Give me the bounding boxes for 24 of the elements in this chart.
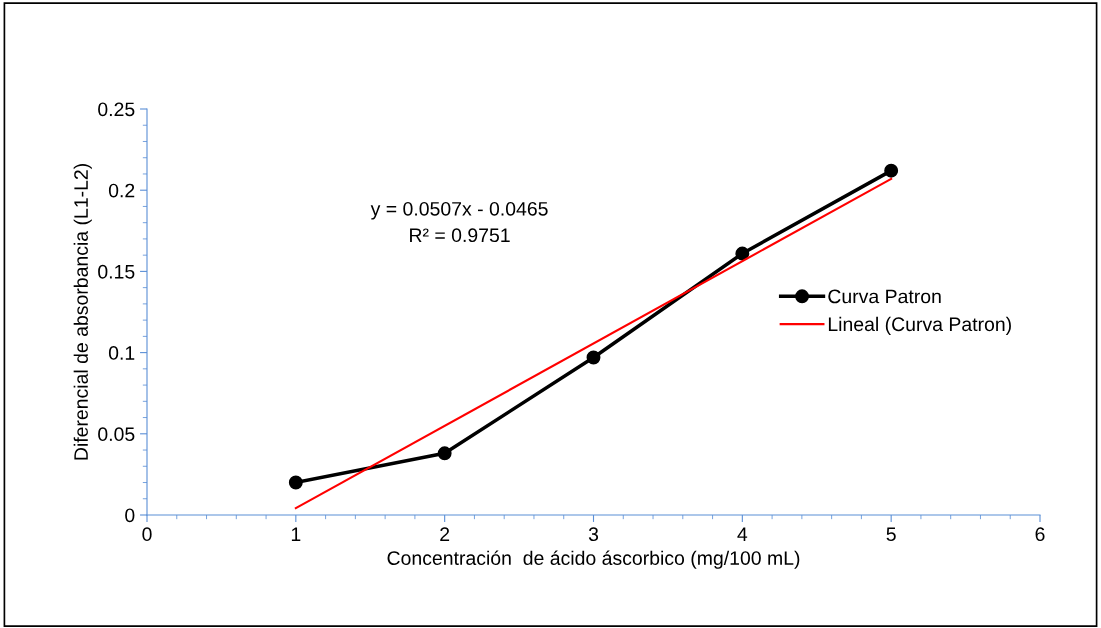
y-tick-label: 0.2 [108, 183, 135, 198]
x-tick-label: 4 [737, 527, 748, 541]
y-tick-label: 0.1 [108, 346, 135, 360]
y-tick-label: 0 [125, 508, 135, 523]
x-tick-label: 3 [588, 527, 599, 542]
y-axis-title: Diferencial de absorbancia (L1-L2) [73, 164, 92, 460]
x-axis-title: Concentración de ácido áscorbico (mg/100 mL) [387, 550, 800, 569]
y-tick-label: 0.05 [98, 427, 135, 442]
x-tick-label: 5 [886, 527, 896, 542]
x-tick-label: 0 [142, 527, 152, 542]
point [437, 446, 452, 461]
legend-label: Lineal (Curva Patron) [828, 316, 1011, 335]
x-tick-label: 2 [440, 527, 450, 541]
y-tick-label: 0.15 [98, 264, 135, 279]
point [288, 475, 303, 490]
annotation: R² = 0.9751 [410, 228, 510, 243]
point [735, 246, 750, 261]
annotation: y = 0.0507x - 0.0465 [370, 201, 548, 220]
y-tick-label: 0.25 [98, 102, 135, 117]
x-tick-label: 1 [291, 527, 301, 541]
legend-label: Curva Patron [828, 289, 941, 304]
point [884, 163, 899, 178]
point [586, 350, 601, 365]
x-tick-label: 6 [1035, 527, 1045, 542]
